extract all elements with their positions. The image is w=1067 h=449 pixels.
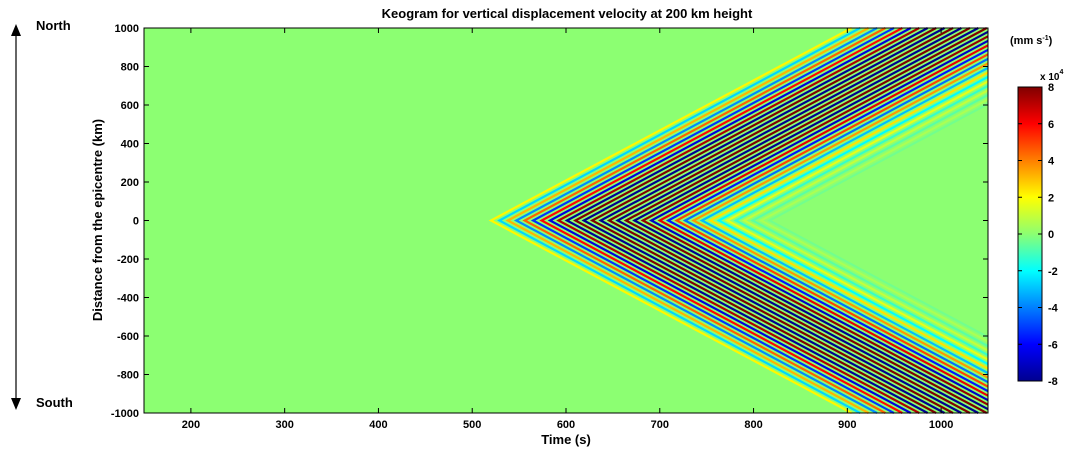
colorbar-ticks: 8 6 4 2 0 -2 -4 -6 -8 — [1018, 82, 1059, 388]
colorbar-multiplier-base: x 10 — [1040, 72, 1060, 83]
wavefront-line — [547, 27, 912, 414]
wavefront-line — [649, 39, 989, 402]
wavefront-line — [598, 27, 962, 414]
south-label: South — [36, 395, 73, 410]
colorbar-unit-close: ) — [1049, 35, 1053, 47]
colorbar-unit-text: (mm s — [1010, 35, 1042, 47]
wavefront-line — [581, 27, 946, 414]
wavefront-line — [488, 27, 853, 414]
y-tick-label: 1000 — [115, 23, 139, 35]
colorbar-tick-label: -8 — [1048, 376, 1058, 388]
wavefront-line — [564, 27, 929, 414]
y-tick-label: -400 — [117, 293, 139, 305]
wavefront-line — [750, 93, 989, 348]
wavefront-line — [716, 75, 989, 366]
x-axis-label: Time (s) — [541, 432, 591, 447]
colorbar-tick-label: -4 — [1048, 303, 1059, 315]
wavefront-line — [741, 89, 989, 352]
colorbar-unit: (mm s-1) — [1010, 35, 1053, 47]
wavefront-line — [632, 30, 989, 411]
y-axis: 1000 800 600 400 200 0 -200 -400 -600 -800 -1000 — [111, 23, 988, 420]
x-tick-label: 400 — [369, 419, 387, 431]
wavefront-line — [539, 27, 903, 414]
wavefront-line — [682, 57, 989, 384]
wavefront-line — [505, 27, 870, 414]
chart-title: Keogram for vertical displacement veloci… — [382, 6, 753, 21]
y-tick-label: -600 — [117, 331, 139, 343]
wavefront-line — [522, 27, 886, 414]
colorbar-multiplier: x 104 — [1040, 69, 1063, 83]
colorbar-tick-label: 8 — [1048, 82, 1054, 94]
x-tick-label: 600 — [557, 419, 575, 431]
x-tick-label: 200 — [182, 419, 200, 431]
north-label: North — [36, 18, 71, 33]
x-tick-label: 900 — [838, 419, 856, 431]
north-south-arrow — [11, 24, 21, 410]
y-tick-label: 800 — [121, 62, 139, 74]
wavefront-line — [513, 27, 878, 414]
colorbar-tick-label: -6 — [1048, 339, 1058, 351]
wavefront-line — [497, 27, 861, 414]
x-axis: 200 300 400 500 600 700 800 900 1000 — [182, 28, 953, 431]
x-tick-label: 500 — [463, 419, 481, 431]
wavefront-line — [758, 98, 989, 343]
y-tick-label: 200 — [121, 177, 139, 189]
wavefront-line — [657, 44, 989, 397]
x-tick-label: 300 — [275, 419, 293, 431]
colorbar-tick-label: 4 — [1048, 156, 1055, 168]
y-tick-label: 0 — [133, 216, 139, 228]
wavefront-line — [699, 66, 989, 375]
y-tick-label: -800 — [117, 370, 139, 382]
wavefront-line — [530, 27, 895, 414]
wavefront-line — [623, 27, 988, 414]
wave-pattern-layer — [488, 27, 989, 414]
colorbar-unit-sup: -1 — [1042, 35, 1048, 42]
wavefront-line — [665, 48, 989, 393]
y-tick-label: -200 — [117, 254, 139, 266]
y-tick-label: 400 — [121, 139, 139, 151]
wavefront-line — [724, 80, 989, 361]
wavefront-line — [767, 102, 989, 339]
colorbar-tick-label: 2 — [1048, 192, 1054, 204]
colorbar-tick-label: -2 — [1048, 266, 1058, 278]
x-tick-label: 700 — [651, 419, 669, 431]
wavefront-line — [573, 27, 937, 414]
wavefront-line — [606, 27, 971, 414]
wavefront-line — [556, 27, 920, 414]
y-axis-label: Distance from the epicentre (km) — [90, 119, 105, 321]
wavefront-line — [708, 71, 989, 370]
y-tick-label: 600 — [121, 100, 139, 112]
x-tick-label: 800 — [744, 419, 762, 431]
wavefront-line — [589, 27, 954, 414]
wavefront-line — [615, 27, 979, 414]
wavefront-line — [733, 84, 989, 357]
y-tick-label: -1000 — [111, 408, 139, 420]
wavefront-line — [640, 35, 989, 406]
heatmap-plot-area — [143, 27, 989, 414]
wavefront-line — [691, 62, 989, 379]
wavefront-line — [674, 53, 989, 388]
colorbar-tick-label: 6 — [1048, 119, 1054, 131]
x-tick-label: 1000 — [929, 419, 953, 431]
colorbar-tick-label: 0 — [1048, 229, 1054, 241]
colorbar-multiplier-exp: 4 — [1059, 69, 1063, 76]
